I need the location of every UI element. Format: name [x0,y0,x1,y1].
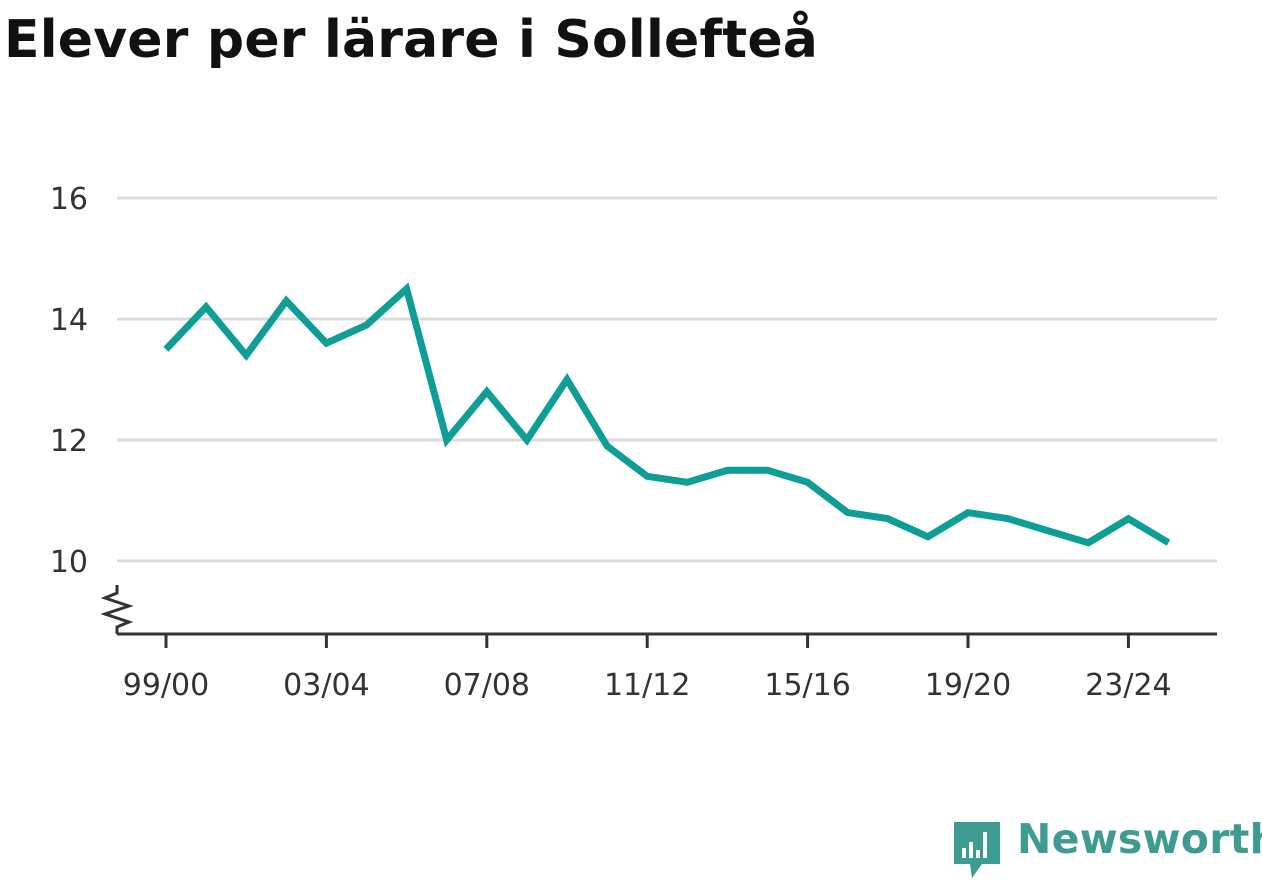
x-tick-label: 19/20 [925,668,1011,703]
x-tick-label: 07/08 [444,668,530,703]
x-tick-label: 23/24 [1085,668,1171,703]
chat-bars-icon [954,822,1000,878]
chart-title: Elever per lärare i Sollefteå [4,10,819,70]
y-axis-ticks: 10 12 14 16 [50,182,88,580]
brand-name: Newsworthy [1017,815,1262,863]
y-tick-label: 10 [50,545,88,580]
y-tick-label: 14 [50,303,88,338]
y-tick-label: 12 [50,424,88,459]
x-tick-label: 99/00 [123,668,209,703]
gridlines [117,196,1217,563]
x-tick-label: 15/16 [764,668,850,703]
x-tick-label: 11/12 [604,668,690,703]
axis-break-mark [100,585,134,634]
series-line [163,282,1171,547]
y-tick-label: 16 [50,182,88,217]
series-layer [163,282,1171,547]
x-axis: 99/00 03/04 07/08 11/12 15/16 19/20 23/24 [100,585,1217,703]
x-tick-label: 03/04 [283,668,369,703]
